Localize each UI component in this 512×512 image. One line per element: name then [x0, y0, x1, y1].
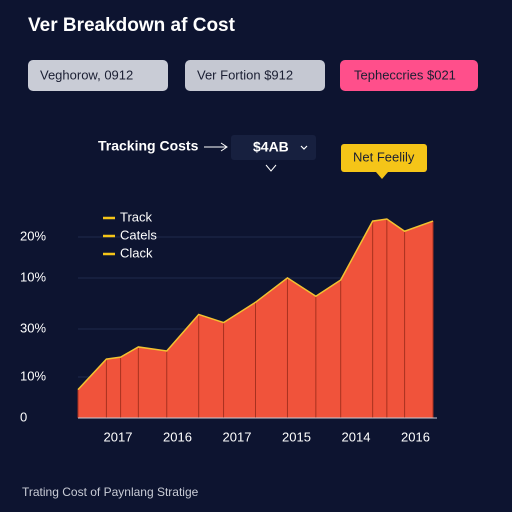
x-axis-label: 2017: [223, 429, 252, 444]
filter-label: Tepheccries $021: [354, 67, 456, 82]
filter-button[interactable]: [340, 60, 478, 91]
dropdown-caret: [300, 145, 308, 150]
x-axis-label: 2015: [282, 429, 311, 444]
x-axis-label: 2016: [163, 429, 192, 444]
y-axis-label: 10%: [20, 269, 46, 284]
page-title: Ver Breakdown af Cost: [28, 15, 236, 36]
x-axis-label: 2016: [401, 429, 430, 444]
tracking-label: Tracking Costs: [98, 138, 199, 154]
filter-label: Veghorow, 0912: [40, 67, 133, 82]
y-axis-label: 20%: [20, 228, 46, 243]
y-axis-label: 0: [20, 409, 27, 424]
legend-label: Clack: [120, 245, 153, 260]
pointer-caret: [265, 164, 277, 172]
callout-text: Net Feelily: [353, 149, 415, 164]
filter-button[interactable]: [185, 60, 325, 91]
y-axis-label: 30%: [20, 320, 46, 335]
legend-label: Catels: [120, 227, 157, 242]
y-axis-label: 10%: [20, 368, 46, 383]
arrow-head: [220, 142, 228, 152]
callout-box: [341, 144, 427, 172]
x-axis-label: 2017: [104, 429, 133, 444]
plot: 20% 10% 30% 10% 0 2017 2016 2017 2015 2014 2016 Tra…: [20, 209, 437, 444]
filter-button[interactable]: [28, 60, 168, 91]
dropdown-value: $4AB: [253, 139, 289, 155]
area-line: [77, 218, 434, 391]
callout-pointer: [376, 172, 388, 179]
dropdown[interactable]: [231, 135, 316, 160]
filter-label: Ver Fortion $912: [197, 67, 293, 82]
footer: Trating Cost of Paynlang Stratige: [22, 485, 199, 499]
x-axis-label: 2014: [342, 429, 371, 444]
legend-label: Track: [120, 209, 153, 224]
